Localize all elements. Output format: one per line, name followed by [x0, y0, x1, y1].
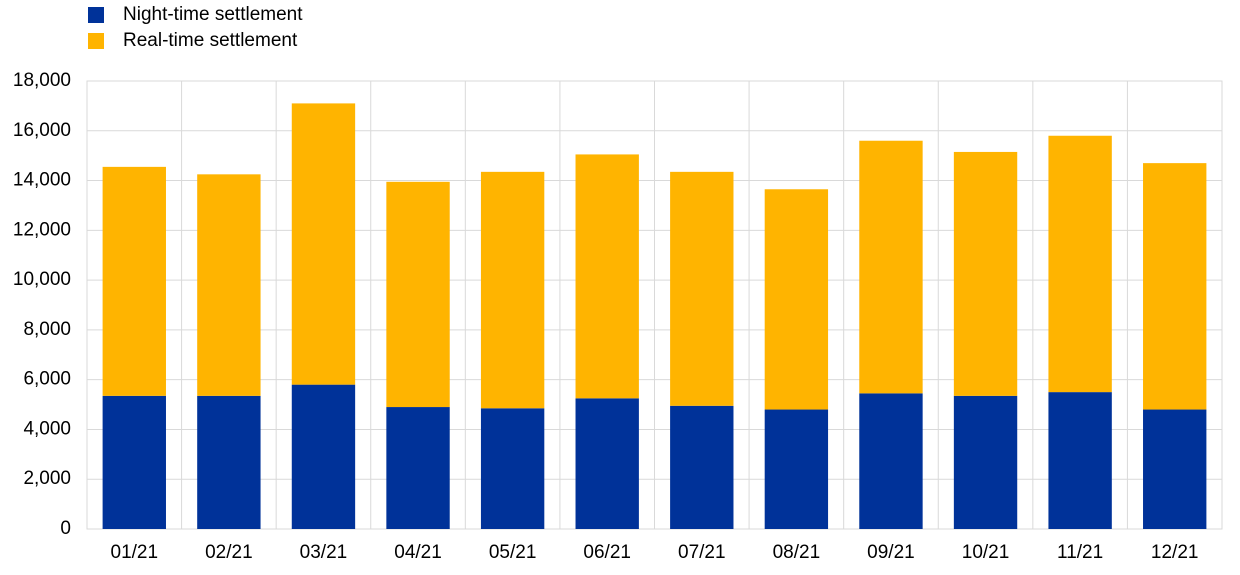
bar-segment	[386, 181, 450, 408]
bar-segment	[764, 189, 829, 410]
y-tick-label: 8,000	[23, 319, 71, 340]
y-tick-label: 6,000	[23, 369, 71, 390]
x-tick-label: 11/21	[1057, 542, 1103, 563]
bar-segment	[102, 166, 166, 396]
legend-label: Night-time settlement	[123, 4, 303, 25]
bar-segment	[670, 171, 734, 406]
bar-segment	[480, 171, 545, 409]
bar-segment	[1143, 409, 1207, 529]
bar-segment	[102, 395, 166, 529]
x-tick-label: 12/21	[1151, 542, 1199, 563]
bar-segment	[386, 407, 450, 529]
legend-label: Real-time settlement	[123, 30, 298, 51]
x-tick-label: 02/21	[205, 542, 253, 563]
y-tick-label: 18,000	[13, 70, 71, 91]
bar-segment	[291, 103, 356, 385]
y-tick-label: 10,000	[13, 269, 71, 290]
x-tick-label: 07/21	[678, 542, 726, 563]
bar-segment	[953, 151, 1018, 396]
x-tick-label: 03/21	[300, 542, 348, 563]
y-tick-label: 14,000	[13, 170, 71, 191]
x-tick-label: 09/21	[867, 542, 915, 563]
x-tick-label: 06/21	[583, 542, 631, 563]
bar-segment	[480, 408, 545, 529]
bar-segment	[291, 384, 356, 529]
y-tick-label: 16,000	[13, 120, 71, 141]
bar-segment	[859, 140, 923, 394]
legend-swatch	[88, 33, 104, 49]
y-tick-label: 2,000	[23, 468, 71, 489]
bar-segment	[859, 393, 923, 529]
legend-swatch	[88, 7, 104, 23]
bar-segment	[575, 154, 639, 399]
bar-segment	[1143, 163, 1207, 410]
bar-segment	[197, 174, 261, 396]
x-tick-label: 08/21	[773, 542, 821, 563]
x-tick-label: 10/21	[962, 542, 1010, 563]
y-tick-label: 0	[60, 518, 71, 539]
y-tick-label: 12,000	[13, 219, 71, 240]
bar-segment	[1048, 392, 1112, 529]
bar-segment	[575, 398, 639, 529]
bar-segment	[670, 405, 734, 529]
bar-segment	[764, 409, 829, 529]
bar-segment	[953, 395, 1018, 529]
bar-segment	[1048, 135, 1112, 393]
bar-segment	[197, 395, 261, 529]
x-tick-label: 05/21	[489, 542, 537, 563]
x-tick-label: 04/21	[394, 542, 442, 563]
y-tick-label: 4,000	[23, 418, 71, 439]
x-tick-label: 01/21	[111, 542, 159, 563]
